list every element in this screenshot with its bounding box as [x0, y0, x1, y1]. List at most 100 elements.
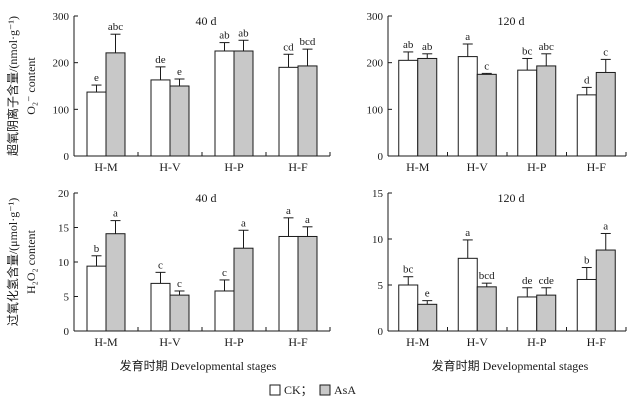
legend-label-ck: CK； [284, 383, 313, 397]
o2-40d-sig-label-asa-h-v: e [177, 66, 182, 78]
h2o2-40d-y-tick-label: 0 [64, 326, 70, 338]
h2o2-40d-panel-label: 40 d [196, 191, 217, 205]
h2o2-ylabel-cn: 过氧化氢含量/(μmol·g⁻¹) [5, 198, 20, 326]
o2-40d-bar-ck-h-f [278, 66, 299, 157]
h2o2-120d-panel-label: 120 d [498, 191, 525, 205]
h2o2-40d-sig-label-asa-h-f: a [305, 214, 310, 226]
h2o2-120d-sig-label-ck-h-v: a [465, 227, 470, 239]
chart-panel-o2-120d: 0 100 200 300 120 d H-M ab ab H-V a c H-P bc abc H-F d c [367, 11, 627, 174]
o2-ylabel-en: O₂⁻ content [24, 57, 38, 115]
o2-40d-bar-ck-h-p [214, 50, 235, 157]
o2-120d-sig-label-ck-h-f: d [584, 74, 590, 86]
o2-120d-bar-ck-h-v [457, 56, 478, 157]
o2-120d-bar-ck-h-f [576, 94, 597, 157]
xlabel-left: 发育时期 Developmental stages [120, 358, 277, 373]
o2-120d-bar-asa-h-p [536, 65, 557, 157]
legend-swatch-asa [319, 384, 331, 396]
h2o2-120d-sig-label-ck-h-m: bc [403, 264, 414, 276]
o2-120d-y-tick-label: 0 [378, 151, 384, 163]
o2-40d-sig-label-asa-h-m: abc [108, 21, 123, 33]
o2-40d-y-tick-label: 100 [53, 104, 70, 116]
o2-120d-y-tick-label: 200 [367, 58, 384, 70]
h2o2-40d-x-tick-label: H-F [288, 335, 308, 349]
o2-40d-sig-label-asa-h-p: ab [238, 27, 249, 39]
h2o2-120d-bar-asa-h-m [417, 303, 438, 332]
h2o2-40d-bar-ck-h-m [86, 265, 107, 332]
h2o2-120d-sig-label-ck-h-f: b [584, 255, 590, 267]
o2-40d-sig-label-ck-h-m: e [94, 72, 99, 84]
o2-40d-bar-asa-h-p [233, 50, 254, 157]
o2-120d-bar-asa-h-f [595, 71, 616, 157]
xlabel-right: 发育时期 Developmental stages [432, 358, 589, 373]
h2o2-40d-sig-label-asa-h-m: a [113, 208, 118, 220]
h2o2-120d-y-tick-label: 0 [378, 326, 384, 338]
h2o2-120d-y-tick-label: 5 [378, 280, 384, 292]
chart-panel-h2o2-120d: 0 5 10 15 120 d H-M bce H-V a bcd H-P de cde H-F b a [372, 188, 627, 349]
h2o2-120d-bar-asa-h-p [536, 294, 557, 332]
legend-swatch-ck [269, 384, 281, 396]
o2-120d-bar-asa-h-v [476, 73, 497, 157]
h2o2-40d-sig-label-ck-h-m: b [94, 243, 100, 255]
o2-40d-y-tick-label: 0 [64, 151, 70, 163]
o2-40d-sig-label-ck-h-f: cd [283, 41, 294, 53]
legend-label-asa: AsA [334, 383, 356, 397]
o2-40d-panel-label: 40 d [196, 14, 217, 28]
o2-40d-bar-ck-h-v [150, 79, 171, 157]
h2o2-120d-y-tick-label: 10 [372, 234, 384, 246]
h2o2-40d-y-tick-label: 10 [58, 257, 70, 269]
o2-40d-x-tick-label: H-F [288, 160, 308, 174]
h2o2-120d-x-tick-label: H-V [467, 335, 489, 349]
h2o2-120d-sig-label-asa-h-f: a [603, 220, 608, 232]
h2o2-40d-sig-label-ck-h-p: c [222, 267, 227, 279]
o2-40d-x-tick-label: H-V [159, 160, 181, 174]
o2-120d-bar-ck-h-m [398, 59, 419, 157]
o2-40d-bar-ck-h-m [86, 91, 107, 157]
h2o2-40d-sig-label-ck-h-f: a [286, 205, 291, 217]
o2-120d-sig-label-asa-h-p: abc [539, 41, 554, 53]
h2o2-120d-bar-asa-h-f [595, 249, 616, 332]
o2-120d-panel-label: 120 d [498, 14, 525, 28]
h2o2-40d-sig-label-asa-h-p: a [241, 217, 246, 229]
o2-40d-x-tick-label: H-M [94, 160, 118, 174]
o2-120d-sig-label-asa-h-m: ab [422, 41, 433, 53]
o2-120d-bar-ck-h-p [517, 69, 538, 157]
h2o2-40d-y-tick-label: 15 [58, 223, 70, 235]
h2o2-40d-y-tick-label: 20 [58, 188, 70, 200]
o2-40d-x-tick-label: H-P [224, 160, 244, 174]
o2-120d-sig-label-ck-h-p: bc [522, 45, 533, 57]
h2o2-40d-x-tick-label: H-V [159, 335, 181, 349]
o2-40d-bar-asa-h-v [169, 85, 190, 157]
legend: CK； AsA [269, 383, 356, 397]
h2o2-120d-x-tick-label: H-M [406, 335, 430, 349]
h2o2-40d-x-tick-label: H-P [224, 335, 244, 349]
h2o2-120d-bar-ck-h-v [457, 257, 478, 332]
o2-120d-x-tick-label: H-F [587, 160, 607, 174]
h2o2-120d-x-tick-label: H-F [587, 335, 607, 349]
o2-120d-sig-label-ck-h-v: a [465, 31, 470, 43]
h2o2-40d-bar-ck-h-p [214, 290, 235, 332]
h2o2-120d-sig-label-asa-h-v: bcd [479, 270, 495, 282]
h2o2-120d-sig-label-asa-h-p: cde [539, 275, 554, 287]
h2o2-120d-y-tick-label: 15 [372, 188, 384, 200]
h2o2-40d-y-tick-label: 5 [64, 292, 70, 304]
o2-40d-sig-label-ck-h-p: ab [219, 30, 230, 42]
h2o2-40d-bar-asa-h-p [233, 247, 254, 332]
o2-120d-y-tick-label: 300 [367, 11, 384, 23]
h2o2-120d-sig-label-asa-h-m: e [425, 288, 430, 300]
o2-40d-sig-label-asa-h-f: bcd [300, 36, 316, 48]
o2-120d-x-tick-label: H-P [527, 160, 547, 174]
h2o2-120d-bar-ck-h-p [517, 296, 538, 332]
chart-panel-h2o2-40d: 0 5 10 15 20 40 d H-M b a H-V c c H-P c a H-F a a [58, 188, 331, 349]
o2-120d-sig-label-asa-h-v: c [484, 60, 489, 72]
h2o2-120d-bar-ck-h-f [576, 278, 597, 332]
o2-40d-bar-asa-h-f [297, 65, 318, 157]
o2-40d-sig-label-ck-h-v: de [155, 54, 166, 66]
o2-ylabel-cn: 超氧阴离子含量/(nmol·g⁻¹) [5, 16, 20, 156]
o2-120d-sig-label-asa-h-f: c [603, 46, 608, 58]
o2-120d-x-tick-label: H-M [406, 160, 430, 174]
h2o2-40d-bar-ck-h-f [278, 235, 299, 332]
h2o2-40d-sig-label-asa-h-v: c [177, 278, 182, 290]
h2o2-120d-sig-label-ck-h-p: de [522, 275, 533, 287]
